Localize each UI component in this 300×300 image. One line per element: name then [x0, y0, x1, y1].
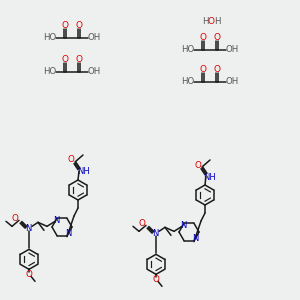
Text: O: O	[76, 55, 82, 64]
Text: OH: OH	[225, 77, 239, 86]
Text: O: O	[139, 219, 145, 228]
Text: N: N	[53, 216, 59, 225]
Text: HO: HO	[44, 68, 57, 76]
Text: HO: HO	[182, 46, 195, 55]
Text: O: O	[61, 21, 68, 30]
Text: H: H	[202, 17, 208, 26]
Text: O: O	[200, 33, 206, 42]
Text: O: O	[26, 270, 32, 279]
Text: O: O	[12, 214, 18, 223]
Text: N: N	[25, 224, 31, 233]
Text: O: O	[61, 55, 68, 64]
Text: O: O	[214, 33, 220, 42]
Text: O: O	[68, 155, 74, 164]
Text: OH: OH	[225, 46, 239, 55]
Text: NH: NH	[204, 172, 216, 182]
Text: HO: HO	[182, 77, 195, 86]
Text: O: O	[214, 65, 220, 74]
Text: O: O	[200, 65, 206, 74]
Text: OH: OH	[87, 34, 101, 43]
Text: N: N	[192, 234, 198, 243]
Text: NH: NH	[76, 167, 89, 176]
Text: N: N	[180, 221, 186, 230]
Text: H: H	[214, 17, 220, 26]
Text: HO: HO	[44, 34, 57, 43]
Text: N: N	[65, 229, 71, 238]
Text: O: O	[76, 21, 82, 30]
Text: OH: OH	[87, 68, 101, 76]
Text: O: O	[195, 160, 201, 169]
Text: N: N	[152, 229, 158, 238]
Text: O: O	[153, 275, 159, 284]
Text: O: O	[208, 17, 214, 26]
